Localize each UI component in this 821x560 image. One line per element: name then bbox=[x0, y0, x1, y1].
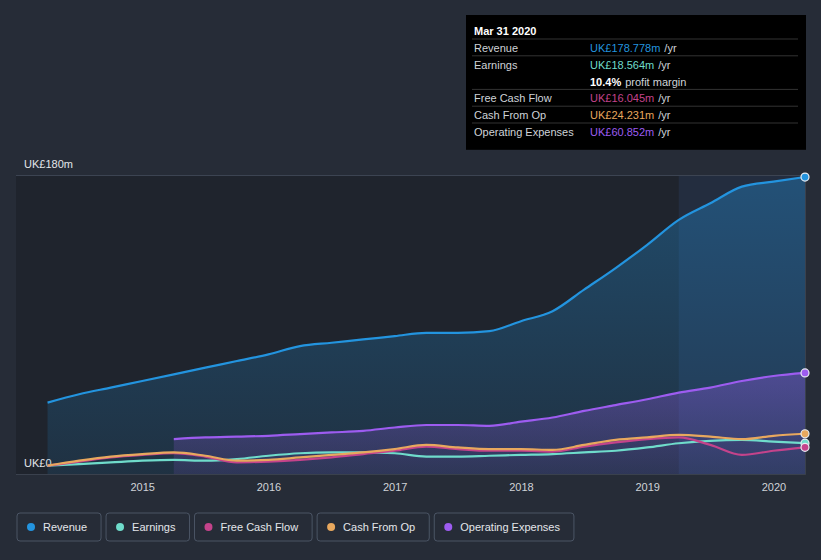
x-tick: 2016 bbox=[257, 474, 281, 493]
tooltip-unit: /yr bbox=[658, 109, 671, 121]
legend-box bbox=[106, 513, 189, 541]
tooltip-unit: /yr bbox=[664, 42, 677, 54]
legend-swatch bbox=[327, 523, 335, 531]
legend-swatch bbox=[204, 523, 212, 531]
legend-swatch bbox=[116, 523, 124, 531]
legend-label: Earnings bbox=[132, 521, 176, 533]
tooltip-value-number: UK£18.564m bbox=[590, 59, 654, 71]
grid-line bbox=[16, 474, 805, 475]
x-tick-label: 2017 bbox=[383, 481, 407, 493]
legend-label: Cash From Op bbox=[343, 521, 415, 533]
tooltip-unit: /yr bbox=[658, 92, 671, 104]
legend-box bbox=[194, 513, 312, 541]
y-tick-label: UK£180m bbox=[24, 158, 73, 170]
tooltip-separator bbox=[472, 55, 798, 56]
background bbox=[0, 0, 821, 560]
tooltip-value-number: 10.4% bbox=[590, 76, 621, 88]
tooltip-value: UK£18.564m/yr bbox=[590, 59, 671, 71]
tooltip-separator bbox=[472, 39, 798, 40]
tooltip-box bbox=[466, 15, 806, 150]
y-axis: UK£0 UK£180m bbox=[16, 158, 806, 475]
tooltip-label: Earnings bbox=[474, 59, 518, 71]
x-axis: 2015 2016 2017 2018 2019 2020 bbox=[17, 474, 806, 493]
tooltip-value-number: UK£60.852m bbox=[590, 126, 654, 138]
series-line bbox=[48, 434, 805, 466]
tooltip-value: 10.4% profit margin bbox=[590, 76, 686, 88]
end-marker bbox=[801, 443, 809, 451]
legend-box bbox=[434, 513, 574, 541]
tooltip-label: Revenue bbox=[474, 42, 518, 54]
end-marker bbox=[801, 173, 809, 181]
plot bbox=[48, 173, 809, 474]
tooltip-separator bbox=[472, 123, 798, 124]
chart: UK£0 UK£180m 2015 2016 2017 2018 2019 2020 Mar 3… bbox=[0, 0, 821, 560]
tooltip-value-number: UK£24.231m bbox=[590, 109, 654, 121]
grid-line bbox=[16, 175, 805, 176]
series-line bbox=[174, 373, 805, 439]
tooltip-title: Mar 31 2020 bbox=[474, 25, 536, 37]
tooltip-value: UK£60.852m/yr bbox=[590, 126, 671, 138]
x-tick: 2020 bbox=[762, 474, 786, 493]
tooltip: Mar 31 2020 Revenue UK£178.778m/yr Earnings… bbox=[466, 15, 806, 150]
legend-item: Free Cash Flow bbox=[194, 513, 312, 541]
x-axis-line bbox=[17, 474, 806, 475]
x-tick: 2017 bbox=[383, 474, 407, 493]
legend-box bbox=[317, 513, 429, 541]
x-tick-label: 2016 bbox=[257, 481, 281, 493]
x-tick-label: 2019 bbox=[635, 481, 659, 493]
end-marker bbox=[801, 369, 809, 377]
tooltip-value-number: UK£16.045m bbox=[590, 92, 654, 104]
series-line bbox=[48, 177, 805, 403]
legend-label: Revenue bbox=[43, 521, 87, 533]
y-axis-line bbox=[16, 176, 806, 475]
tooltip-label: Cash From Op bbox=[474, 109, 546, 121]
legend: Revenue Earnings Free Cash Flow Cash From O… bbox=[17, 513, 574, 541]
tooltip-separator bbox=[472, 89, 798, 90]
series-line bbox=[48, 437, 805, 465]
x-tick-label: 2015 bbox=[130, 481, 154, 493]
y-tick-label: UK£0 bbox=[24, 457, 52, 469]
legend-item: Revenue bbox=[17, 513, 101, 541]
tooltip-unit: /yr bbox=[658, 126, 671, 138]
legend-swatch bbox=[27, 523, 35, 531]
x-tick: 2015 bbox=[130, 474, 154, 493]
tooltip-value-number: UK£178.778m bbox=[590, 42, 660, 54]
legend-label: Free Cash Flow bbox=[220, 521, 298, 533]
series-area bbox=[48, 177, 805, 474]
plot-area bbox=[16, 175, 805, 474]
legend-swatch bbox=[444, 523, 452, 531]
legend-item: Earnings bbox=[106, 513, 189, 541]
tooltip-unit: /yr bbox=[658, 59, 671, 71]
tooltip-value: UK£16.045m/yr bbox=[590, 92, 671, 104]
legend-item: Operating Expenses bbox=[434, 513, 574, 541]
tooltip-value: UK£24.231m/yr bbox=[590, 109, 671, 121]
tooltip-label: Free Cash Flow bbox=[474, 92, 552, 104]
x-tick: 2018 bbox=[509, 474, 533, 493]
tooltip-separator bbox=[472, 106, 798, 107]
legend-label: Operating Expenses bbox=[460, 521, 560, 533]
tooltip-label: Operating Expenses bbox=[474, 126, 574, 138]
tooltip-value: UK£178.778m/yr bbox=[590, 42, 677, 54]
x-tick-label: 2020 bbox=[762, 481, 786, 493]
legend-item: Cash From Op bbox=[317, 513, 429, 541]
tooltip-unit: profit margin bbox=[625, 76, 686, 88]
y-tick: UK£180m bbox=[16, 158, 805, 176]
x-tick: 2019 bbox=[635, 474, 659, 493]
end-marker bbox=[801, 430, 809, 438]
legend-box bbox=[17, 513, 101, 541]
x-tick-label: 2018 bbox=[509, 481, 533, 493]
